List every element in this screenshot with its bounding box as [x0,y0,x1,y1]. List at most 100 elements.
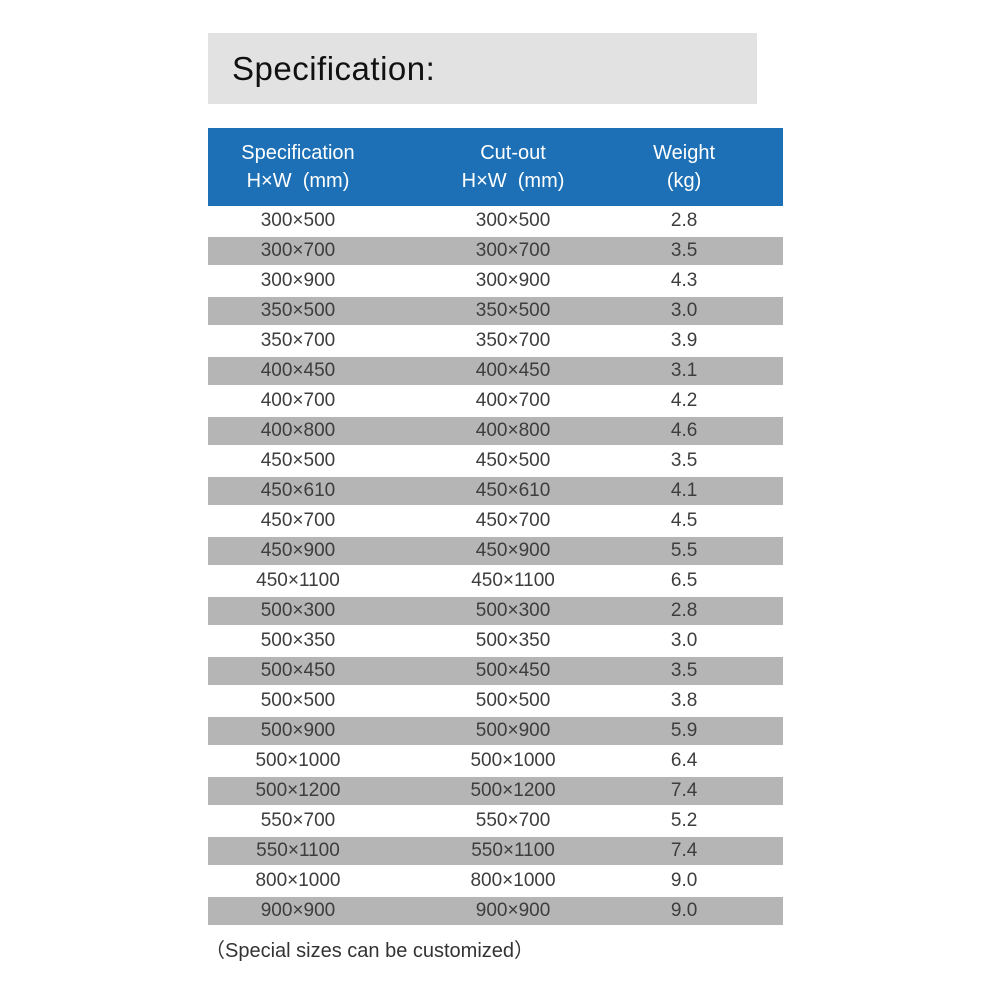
spec-cell: 300×900 [260,270,336,291]
weight-cell: 4.5 [670,510,698,531]
cutout-cell: 400×700 [475,390,551,411]
spec-cell: 500×1000 [255,750,341,771]
weight-cell: 6.5 [670,570,698,591]
weight-cell: 6.4 [670,750,698,771]
weight-cell: 5.2 [670,810,698,831]
cutout-cell: 300×500 [475,210,551,231]
weight-cell: 3.5 [670,450,698,471]
cutout-cell: 450×500 [475,450,551,471]
weight-cell: 3.9 [670,330,698,351]
table-header: Specification H×W (mm) Cut-out H×W (mm) … [208,128,783,206]
cutout-cell: 550×1100 [471,840,555,861]
spec-cell: 500×450 [260,660,336,681]
header-specification-unit: H×W (mm) [246,170,350,192]
weight-cell: 4.2 [670,390,698,411]
cutout-cell: 500×450 [475,660,551,681]
cutout-cell: 350×500 [475,300,551,321]
table-row: 450×1100 450×1100 6.5 [208,566,783,596]
table-row: 300×900 300×900 4.3 [208,266,783,296]
spec-cell: 350×700 [260,330,336,351]
cutout-cell: 450×900 [475,540,551,561]
table-row: 400×800 400×800 4.6 [208,416,783,446]
cutout-cell: 300×700 [475,240,551,261]
spec-cell: 500×350 [260,630,336,651]
title-bar: Specification: [208,33,757,104]
cutout-cell: 400×450 [475,360,551,381]
weight-cell: 9.0 [670,900,698,921]
cutout-cell: 450×700 [475,510,551,531]
table-row: 500×1200 500×1200 7.4 [208,776,783,806]
cutout-cell: 900×900 [475,900,551,921]
table-body: 300×500 300×500 2.8 300×700 300×700 3.5 … [208,206,783,926]
spec-cell: 500×900 [260,720,336,741]
header-specification-title: Specification [241,142,355,164]
spec-table: Specification H×W (mm) Cut-out H×W (mm) … [208,128,783,926]
spec-cell: 450×610 [260,480,336,501]
spec-cell: 500×1200 [255,780,341,801]
weight-cell: 3.5 [670,660,698,681]
weight-cell: 5.9 [670,720,698,741]
header-weight-title: Weight [653,142,716,164]
spec-cell: 500×300 [260,600,336,621]
table-row: 300×700 300×700 3.5 [208,236,783,266]
cutout-cell: 500×1000 [470,750,556,771]
weight-cell: 3.5 [670,240,698,261]
weight-cell: 7.4 [670,780,698,801]
cutout-cell: 550×700 [475,810,551,831]
table-row: 450×700 450×700 4.5 [208,506,783,536]
weight-cell: 3.0 [670,300,698,321]
spec-cell: 400×800 [260,420,336,441]
cutout-cell: 500×350 [475,630,551,651]
table-row: 500×500 500×500 3.8 [208,686,783,716]
cutout-cell: 450×1100 [471,570,555,591]
table-row: 400×700 400×700 4.2 [208,386,783,416]
spec-cell: 450×700 [260,510,336,531]
header-cutout-title: Cut-out [480,142,546,164]
spec-cell: 400×700 [260,390,336,411]
cutout-cell: 500×300 [475,600,551,621]
cutout-cell: 450×610 [475,480,551,501]
spec-cell: 450×1100 [256,570,340,591]
weight-cell: 4.1 [670,480,698,501]
table-row: 900×900 900×900 9.0 [208,896,783,926]
weight-cell: 2.8 [670,600,698,621]
header-weight-unit: (kg) [666,170,702,192]
cutout-cell: 500×500 [475,690,551,711]
header-weight: Weight (kg) [638,139,730,195]
weight-cell: 5.5 [670,540,698,561]
table-row: 450×900 450×900 5.5 [208,536,783,566]
table-row: 350×500 350×500 3.0 [208,296,783,326]
spec-cell: 300×700 [260,240,336,261]
table-row: 300×500 300×500 2.8 [208,206,783,236]
spec-cell: 450×900 [260,540,336,561]
page-title: Specification: [232,49,436,87]
weight-cell: 9.0 [670,870,698,891]
weight-cell: 4.6 [670,420,698,441]
weight-cell: 3.1 [670,360,698,381]
table-row: 550×1100 550×1100 7.4 [208,836,783,866]
spec-cell: 900×900 [260,900,336,921]
table-row: 550×700 550×700 5.2 [208,806,783,836]
cutout-cell: 300×900 [475,270,551,291]
table-row: 500×450 500×450 3.5 [208,656,783,686]
spec-cell: 550×700 [260,810,336,831]
spec-cell: 550×1100 [256,840,340,861]
footnote: （Special sizes can be customized） [205,940,535,962]
spec-cell: 400×450 [260,360,336,381]
spec-cell: 300×500 [260,210,336,231]
cutout-cell: 800×1000 [470,870,556,891]
table-row: 450×610 450×610 4.1 [208,476,783,506]
table-row: 500×900 500×900 5.9 [208,716,783,746]
table-row: 350×700 350×700 3.9 [208,326,783,356]
cutout-cell: 500×1200 [470,780,556,801]
weight-cell: 3.0 [670,630,698,651]
table-row: 800×1000 800×1000 9.0 [208,866,783,896]
cutout-cell: 400×800 [475,420,551,441]
spec-cell: 800×1000 [255,870,341,891]
weight-cell: 2.8 [670,210,698,231]
cutout-cell: 500×900 [475,720,551,741]
weight-cell: 3.8 [670,690,698,711]
table-row: 500×300 500×300 2.8 [208,596,783,626]
spec-cell: 450×500 [260,450,336,471]
header-specification: Specification H×W (mm) [208,139,388,195]
